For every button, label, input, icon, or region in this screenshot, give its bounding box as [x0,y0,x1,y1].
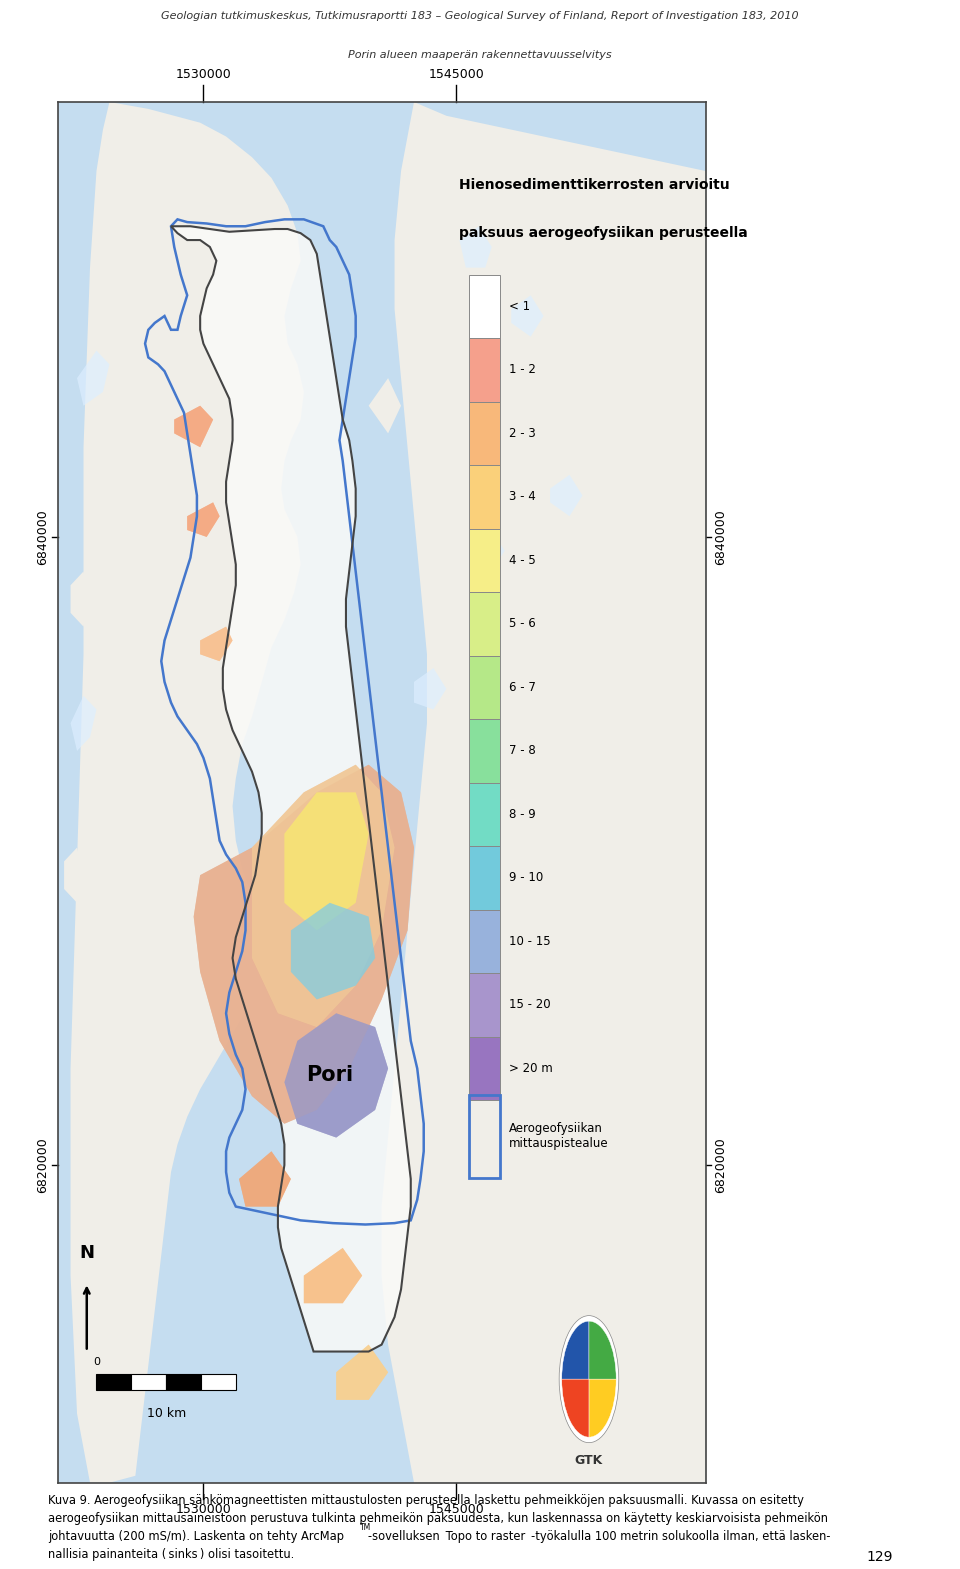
Polygon shape [64,847,84,902]
Text: 15 - 20: 15 - 20 [509,998,550,1012]
Bar [166,1373,201,1390]
Text: GTK: GTK [575,1454,603,1467]
Text: 3 - 4: 3 - 4 [509,491,536,504]
Text: Hienosedimenttikerrosten arvioitu: Hienosedimenttikerrosten arvioitu [459,177,730,191]
Bar [469,1037,500,1100]
Text: N: N [80,1244,94,1261]
Bar [469,973,500,1037]
Polygon shape [303,1247,362,1304]
Bar [469,719,500,783]
Text: 4 - 5: 4 - 5 [509,554,536,566]
Polygon shape [71,102,303,1483]
Polygon shape [201,626,232,661]
Polygon shape [414,668,446,709]
Text: 1545000: 1545000 [428,69,484,82]
Text: 1 - 2: 1 - 2 [509,364,536,377]
Polygon shape [291,902,375,999]
Polygon shape [77,350,109,406]
Text: 0: 0 [93,1357,100,1367]
Polygon shape [284,792,369,930]
Polygon shape [550,475,583,516]
Polygon shape [252,764,395,1028]
Polygon shape [187,502,220,537]
Polygon shape [194,764,414,1123]
Text: 9 - 10: 9 - 10 [509,871,542,885]
Polygon shape [336,1345,388,1400]
Text: 6 - 7: 6 - 7 [509,681,536,693]
Polygon shape [303,1247,362,1304]
Polygon shape [382,102,706,1483]
Text: 129: 129 [866,1550,893,1564]
Text: 6820000: 6820000 [36,1138,49,1192]
Bar [132,1373,166,1390]
Bar [96,1373,132,1390]
Polygon shape [336,1345,388,1400]
Text: Pori: Pori [306,1065,353,1086]
Text: 1530000: 1530000 [176,69,231,82]
Bar [201,1373,236,1390]
Polygon shape [239,1152,291,1207]
Text: 6840000: 6840000 [714,508,727,565]
Bar [469,910,500,973]
Polygon shape [201,626,232,661]
Wedge shape [589,1321,616,1379]
Text: < 1: < 1 [509,300,530,312]
Text: paksuus aerogeofysiikan perusteella: paksuus aerogeofysiikan perusteella [459,226,748,240]
Polygon shape [284,1014,388,1138]
Polygon shape [434,323,479,406]
Text: nallisia painanteita ( sinks ) olisi tasoitettu.: nallisia painanteita ( sinks ) olisi tas… [48,1547,295,1561]
Text: -sovelluksen  Topo to raster  -työkalulla 100 metrin solukoolla ilman, että lask: -sovelluksen Topo to raster -työkalulla … [368,1530,830,1542]
Bar [469,656,500,719]
Text: 2 - 3: 2 - 3 [509,427,536,439]
Wedge shape [562,1321,589,1379]
Text: 5 - 6: 5 - 6 [509,617,536,631]
Text: 7 - 8: 7 - 8 [509,744,536,758]
Text: 1530000: 1530000 [176,1503,231,1516]
Text: Kuva 9. Aerogeofysiikan sähkömagneettisten mittaustulosten perusteella laskettu : Kuva 9. Aerogeofysiikan sähkömagneettist… [48,1494,804,1506]
Wedge shape [589,1379,616,1437]
Text: 1545000: 1545000 [428,1503,484,1516]
Bar [469,1095,500,1178]
Polygon shape [71,571,90,626]
Polygon shape [284,1014,388,1138]
Bar [469,337,500,402]
Text: johtavuutta (200 mS/m). Laskenta on tehty ArcMap: johtavuutta (200 mS/m). Laskenta on teht… [48,1530,344,1542]
Polygon shape [175,406,213,447]
Bar [469,846,500,910]
Text: Aerogeofysiikan
mittauspistealue: Aerogeofysiikan mittauspistealue [509,1122,609,1150]
Polygon shape [171,226,411,1351]
Text: TM: TM [360,1523,372,1533]
Polygon shape [175,406,213,447]
Text: 10 km: 10 km [147,1407,186,1420]
Wedge shape [562,1379,589,1437]
Bar [469,783,500,846]
Bar [469,275,500,337]
Polygon shape [239,1152,291,1207]
Polygon shape [512,295,543,337]
Text: 6840000: 6840000 [36,508,49,565]
Polygon shape [71,695,96,752]
Text: Porin alueen maaperän rakennettavuusselvitys: Porin alueen maaperän rakennettavuusselv… [348,50,612,60]
Bar [469,464,500,529]
Text: aerogeofysiikan mittausaineistoon perustuva tulkinta pehmeikön paksuudesta, kun : aerogeofysiikan mittausaineistoon perust… [48,1513,828,1525]
Text: 8 - 9: 8 - 9 [509,808,536,821]
Bar [469,529,500,592]
Polygon shape [284,792,369,930]
Polygon shape [459,226,492,268]
Bar [469,402,500,464]
Text: Geologian tutkimuskeskus, Tutkimusraportti 183 – Geological Survey of Finland, R: Geologian tutkimuskeskus, Tutkimusraport… [161,11,799,20]
Polygon shape [369,378,401,433]
Polygon shape [291,902,375,999]
Polygon shape [187,502,220,537]
Text: > 20 m: > 20 m [509,1062,552,1075]
Bar [469,592,500,656]
Polygon shape [252,764,395,1028]
Text: 10 - 15: 10 - 15 [509,935,550,948]
Polygon shape [194,764,414,1123]
Circle shape [559,1316,619,1442]
Polygon shape [472,530,505,571]
Text: 6820000: 6820000 [714,1138,727,1192]
